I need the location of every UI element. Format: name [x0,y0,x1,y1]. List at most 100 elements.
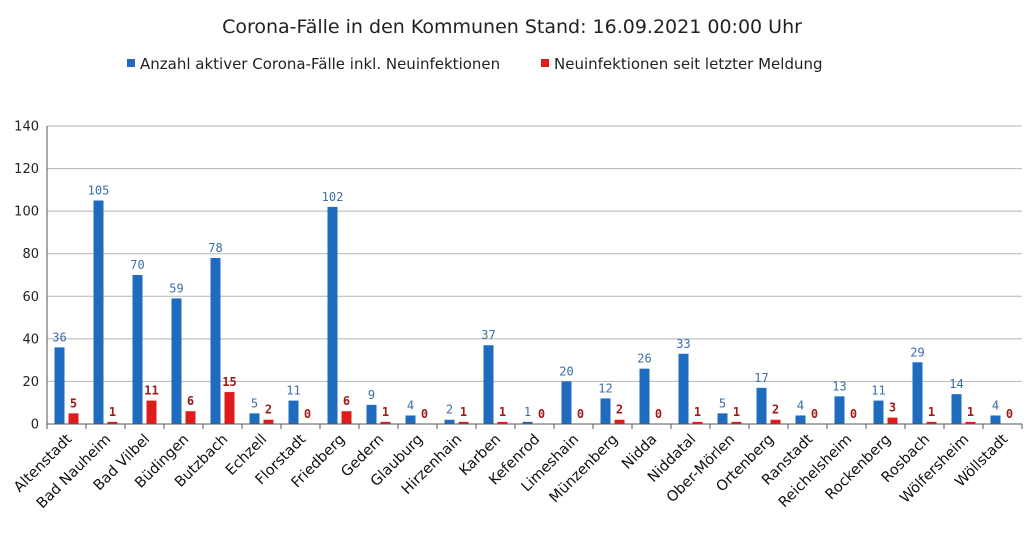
chart-title: Corona-Fälle in den Kommunen Stand: 16.0… [222,16,802,38]
bar-new [497,421,508,424]
bar-new [341,411,352,424]
data-label-new: 1 [499,405,506,419]
data-label-active: 9 [368,388,375,402]
data-label-new: 0 [577,407,584,421]
bar-new [224,392,235,424]
bar-active [522,421,533,424]
data-label-new: 1 [109,405,116,419]
data-label-active: 17 [754,371,768,385]
data-label-active: 13 [832,379,846,393]
bar-new [146,400,157,424]
y-tick-label: 20 [22,375,39,390]
data-label-active: 105 [88,184,110,198]
data-label-active: 37 [481,328,495,342]
data-label-active: 4 [407,398,414,412]
data-label-new: 1 [733,405,740,419]
data-label-active: 4 [797,398,804,412]
bar-active [54,347,65,424]
bar-active [561,381,572,424]
bars [54,200,1001,424]
bar-active [171,298,182,424]
data-label-new: 2 [616,403,623,417]
data-label-new: 1 [460,405,467,419]
data-label-active: 1 [524,405,531,419]
bar-active [444,419,455,424]
data-label-active: 102 [322,190,344,204]
bar-active [93,200,104,424]
data-label-active: 11 [286,384,300,398]
bar-active [249,413,260,424]
bar-active [912,362,923,424]
x-tick-label: Ober-Mörlen [664,432,738,506]
bar-active [951,394,962,424]
data-label-new: 1 [928,405,935,419]
data-label-new: 0 [811,407,818,421]
gridlines [47,125,1022,382]
y-tick-label: 60 [22,290,39,305]
bar-active [834,396,845,424]
y-tick-label: 120 [14,162,39,177]
data-label-active: 70 [130,258,144,272]
legend-label-active: Anzahl aktiver Corona-Fälle inkl. Neuinf… [140,55,500,73]
bar-active [405,415,416,424]
data-label-new: 1 [967,405,974,419]
legend: Anzahl aktiver Corona-Fälle inkl. Neuinf… [127,55,823,73]
data-label-active: 12 [598,381,612,395]
data-label-new: 0 [655,407,662,421]
data-label-new: 0 [538,407,545,421]
bar-new [926,421,937,424]
legend-label-new: Neuinfektionen seit letzter Meldung [554,55,823,73]
data-label-new: 3 [889,401,896,415]
data-label-new: 5 [70,396,77,410]
y-tick-label: 100 [14,205,39,220]
data-label-new: 0 [421,407,428,421]
data-label-new: 0 [1006,407,1013,421]
bar-active [600,398,611,424]
data-label-active: 36 [52,330,66,344]
bar-new [185,411,196,424]
bar-new [458,421,469,424]
legend-swatch-new [541,59,549,67]
data-label-new: 1 [694,405,701,419]
data-label-new: 0 [850,407,857,421]
data-label-new: 2 [772,403,779,417]
bar-new [263,419,274,424]
bar-new [107,421,118,424]
data-label-active: 5 [251,396,258,410]
data-label-active: 4 [992,398,999,412]
bar-active [639,368,650,424]
data-label-new: 6 [343,394,350,408]
bar-active [717,413,728,424]
bar-active [795,415,806,424]
bar-active [678,353,689,424]
x-tick-label: Wölfersheim [897,432,972,507]
bar-active [288,400,299,424]
data-label-new: 15 [222,375,236,389]
data-label-new: 0 [304,407,311,421]
y-axis: 0 20 40 60 80 100 120 140 [14,120,48,433]
data-label-active: 5 [719,396,726,410]
bar-active [990,415,1001,424]
data-label-active: 29 [910,345,924,359]
data-label-active: 78 [208,241,222,255]
data-label-new: 1 [382,405,389,419]
bar-active [132,275,143,424]
legend-swatch-active [127,59,135,67]
bar-active [327,206,338,424]
bar-new [770,419,781,424]
bar-active [483,345,494,424]
bar-new [380,421,391,424]
bar-new [68,413,79,424]
data-label-active: 33 [676,337,690,351]
y-tick-label: 0 [31,418,39,433]
bar-new [965,421,976,424]
bar-new [887,417,898,424]
data-label-active: 14 [949,377,963,391]
data-label-new: 6 [187,394,194,408]
y-tick-label: 80 [22,247,39,262]
data-label-active: 2 [446,403,453,417]
bar-new [731,421,742,424]
